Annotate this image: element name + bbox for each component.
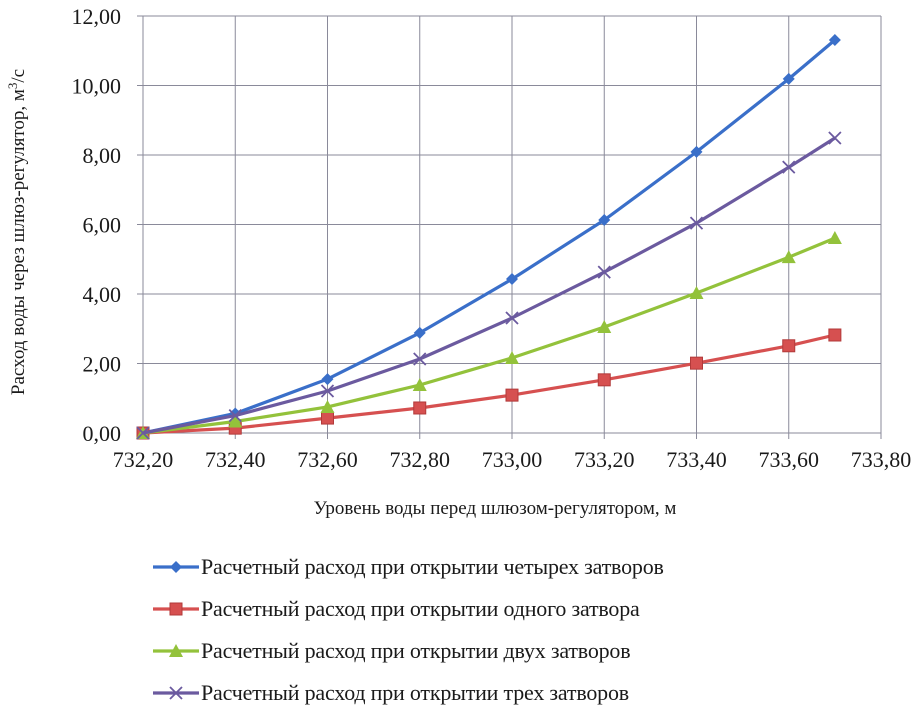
x-tick-label: 732,80 — [390, 447, 451, 472]
square-marker-icon — [690, 356, 703, 370]
square-marker-icon — [828, 328, 842, 342]
triangle-marker-icon — [412, 378, 427, 392]
x-marker-icon — [228, 408, 242, 423]
diamond-marker-icon — [782, 72, 795, 85]
y-axis-ticks: 0,00 2,00 4,00 6,00 8,00 10,00 12,00 — [72, 4, 122, 446]
diamond-marker-icon — [690, 145, 703, 158]
y-tick-label: 0,00 — [83, 421, 122, 446]
triangle-marker-icon — [827, 231, 842, 245]
legend-label: Расчетный расход при открытии одного зат… — [201, 596, 640, 621]
square-marker-icon — [169, 602, 183, 616]
diamond-marker-icon — [506, 273, 518, 286]
y-tick-label: 12,00 — [72, 4, 122, 29]
x-marker-icon — [413, 352, 427, 366]
legend-swatch-icon — [153, 602, 199, 616]
data-series — [136, 33, 842, 440]
triangle-marker-icon — [597, 320, 612, 334]
square-marker-icon — [782, 339, 796, 353]
x-tick-label: 733,00 — [482, 447, 543, 472]
x-marker-icon — [320, 384, 335, 398]
y-tick-label: 8,00 — [83, 143, 122, 168]
legend-label: Расчетный расход при открытии четырех за… — [201, 554, 664, 579]
x-tick-label: 733,60 — [759, 447, 820, 472]
legend-item: Расчетный расход при открытии одного зат… — [153, 588, 664, 630]
x-axis-title: Уровень воды перед шлюзом-регулятором, м — [314, 498, 677, 519]
triangle-marker-icon — [169, 644, 183, 657]
x-tick-label: 732,20 — [113, 447, 174, 472]
legend-swatch-icon — [153, 686, 199, 700]
x-marker-icon — [136, 426, 150, 440]
x-axis-ticks: 732,20 732,40 732,60 732,80 733,00 733,20 733,… — [113, 447, 912, 472]
x-marker-icon — [828, 131, 842, 145]
square-marker-icon — [321, 411, 334, 425]
grid-lines — [137, 15, 882, 439]
x-tick-label: 733,20 — [574, 447, 635, 472]
x-tick-label: 732,40 — [205, 447, 266, 472]
series-line — [136, 328, 842, 440]
x-tick-label: 733,40 — [666, 447, 727, 472]
series-line — [137, 33, 841, 439]
triangle-marker-icon — [781, 250, 796, 264]
x-tick-label: 732,60 — [297, 447, 358, 472]
diamond-marker-icon — [598, 213, 611, 226]
x-tick-label: 733,80 — [851, 447, 912, 472]
triangle-marker-icon — [228, 414, 243, 428]
diamond-marker-icon — [170, 561, 182, 573]
triangle-marker-icon — [320, 399, 335, 413]
x-marker-icon — [782, 160, 796, 174]
series-line — [136, 131, 842, 440]
y-tick-label: 2,00 — [83, 352, 122, 377]
legend-swatch-icon — [153, 644, 199, 657]
y-tick-label: 10,00 — [72, 74, 122, 99]
triangle-marker-icon — [689, 285, 704, 299]
series-line — [136, 231, 842, 439]
x-marker-icon — [689, 216, 704, 230]
y-tick-label: 4,00 — [83, 282, 122, 307]
y-axis-title: Расход воды через шлюз-регулятор, м3/с — [5, 69, 29, 395]
diamond-marker-icon — [321, 373, 334, 386]
legend-item: Расчетный расход при открытии трех затво… — [153, 672, 664, 714]
legend-item: Расчетный расход при открытии двух затво… — [153, 630, 664, 672]
square-marker-icon — [413, 401, 427, 415]
x-marker-icon — [169, 686, 183, 700]
square-marker-icon — [505, 388, 519, 402]
y-tick-label: 6,00 — [83, 213, 122, 238]
legend-label: Расчетный расход при открытии трех затво… — [201, 680, 629, 705]
x-marker-icon — [597, 265, 611, 279]
diamond-marker-icon — [413, 326, 426, 339]
legend-label: Расчетный расход при открытии двух затво… — [201, 638, 631, 663]
triangle-marker-icon — [505, 350, 519, 364]
x-marker-icon — [505, 311, 519, 325]
square-marker-icon — [597, 373, 611, 387]
legend-swatch-icon — [153, 561, 199, 573]
diamond-marker-icon — [828, 33, 841, 46]
chart-legend: Расчетный расход при открытии четырех за… — [153, 546, 664, 714]
legend-item: Расчетный расход при открытии четырех за… — [153, 546, 664, 588]
